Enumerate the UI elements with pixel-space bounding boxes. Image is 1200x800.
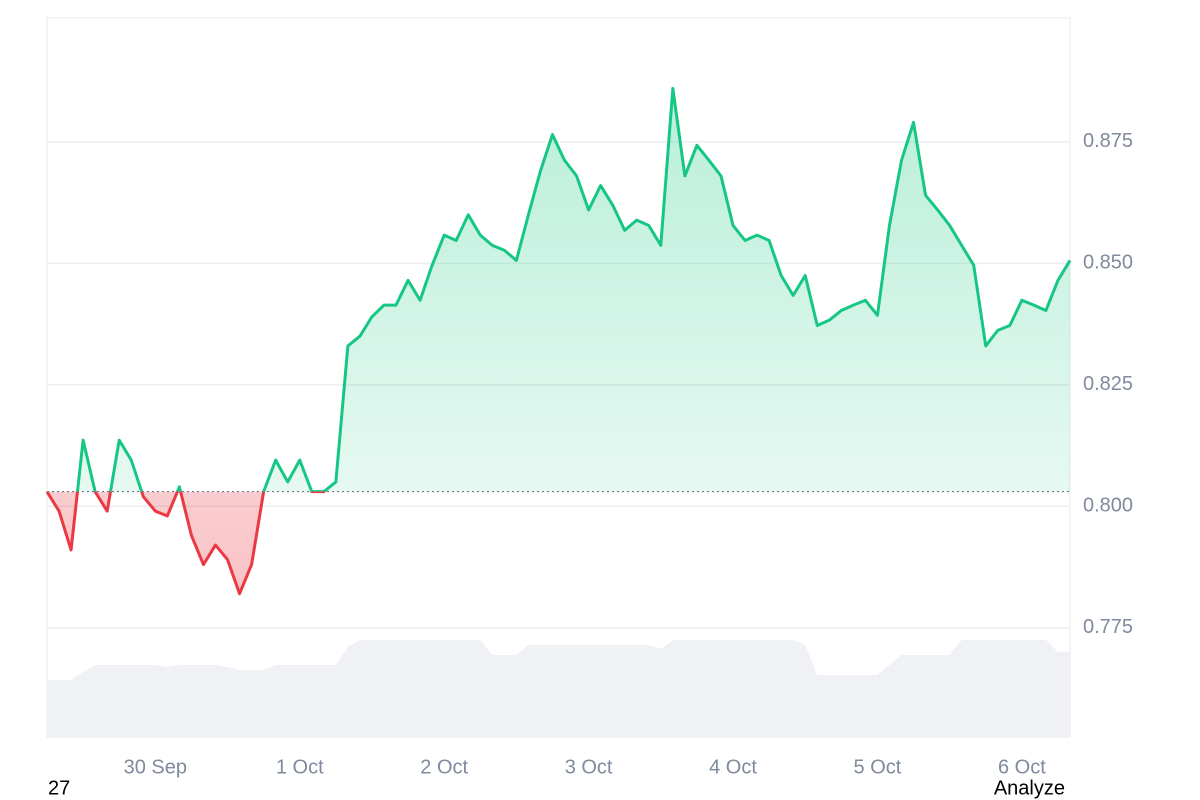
y-tick-label: 0.875 (1083, 130, 1133, 152)
x-tick-label: 6 Oct (998, 756, 1046, 778)
x-tick-label: 2 Oct (420, 756, 468, 778)
y-tick-label: 0.825 (1083, 373, 1133, 395)
x-tick-label: 4 Oct (709, 756, 757, 778)
y-tick-label: 0.850 (1083, 252, 1133, 274)
y-tick-label: 0.775 (1083, 616, 1133, 638)
volume-area (47, 640, 1070, 737)
footer-left: 27 (48, 777, 70, 799)
x-tick-label: 3 Oct (565, 756, 613, 778)
x-tick-label: 1 Oct (276, 756, 324, 778)
price-line-down (45, 491, 327, 596)
analyze-button[interactable]: Analyze (994, 777, 1065, 799)
x-tick-label: 30 Sep (124, 756, 187, 778)
area-up (77, 88, 1070, 492)
price-line-up (47, 86, 1072, 492)
y-tick-label: 0.800 (1083, 495, 1133, 517)
x-tick-label: 5 Oct (854, 756, 902, 778)
